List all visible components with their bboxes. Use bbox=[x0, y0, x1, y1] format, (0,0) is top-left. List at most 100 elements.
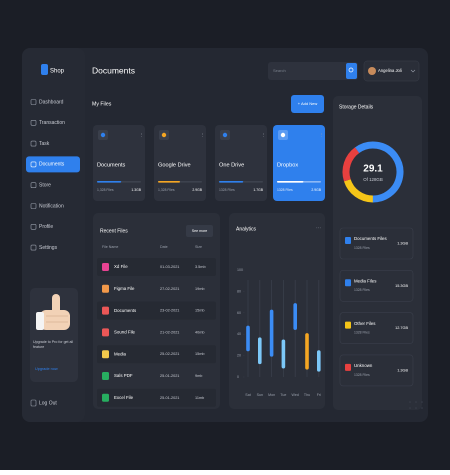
nav-icon bbox=[30, 99, 37, 105]
y-tick-label: 20 bbox=[237, 354, 241, 358]
x-tick-label: Sat bbox=[245, 393, 250, 397]
logo-text: Shop bbox=[50, 69, 65, 75]
table-cell: 15mb bbox=[195, 309, 205, 313]
table-cell: Documents bbox=[114, 308, 137, 313]
table-cell: 3.5mb bbox=[195, 265, 206, 269]
nav-item[interactable]: Dashboard bbox=[39, 99, 64, 105]
nav-item[interactable]: Documents bbox=[39, 162, 65, 168]
table-header: Size bbox=[195, 245, 202, 249]
file-card-size: 1.3GB bbox=[131, 188, 141, 192]
bar bbox=[281, 339, 286, 369]
table-header: File Name bbox=[102, 245, 118, 249]
storage-item-files: 1328 Files bbox=[354, 330, 370, 334]
storage-used: 29.1 bbox=[363, 164, 383, 175]
table-cell: Excel File bbox=[114, 395, 134, 400]
upgrade-text-box: Upgrade to Pro for get all feature bbox=[33, 340, 74, 349]
file-card-menu: ⋮ bbox=[319, 132, 324, 138]
bar bbox=[269, 309, 274, 357]
file-type-icon bbox=[102, 350, 109, 359]
storage-item[interactable] bbox=[339, 354, 414, 387]
file-type-icon bbox=[102, 306, 109, 315]
user-caret bbox=[410, 69, 416, 73]
nav-icon bbox=[30, 140, 37, 147]
storage-item-name: Documents Files bbox=[354, 236, 388, 241]
file-card-progress bbox=[97, 181, 122, 183]
nav-item[interactable]: Transaction bbox=[39, 120, 65, 126]
table-cell: 11mb bbox=[195, 396, 204, 400]
user-box[interactable] bbox=[363, 60, 420, 82]
table-cell: 25-01-2021 bbox=[160, 374, 179, 378]
table-cell: Figma File bbox=[114, 286, 135, 291]
file-card-name: Documents bbox=[97, 162, 125, 168]
nav-icon bbox=[30, 244, 37, 251]
logo-icon bbox=[41, 64, 48, 75]
y-tick-label: 0 bbox=[237, 375, 239, 379]
see-more-button[interactable] bbox=[186, 225, 213, 237]
table-cell: 25-02-2021 bbox=[160, 352, 179, 356]
table-cell: 27-02-2021 bbox=[160, 287, 179, 291]
file-card-progress bbox=[158, 181, 180, 183]
search-icon bbox=[348, 67, 354, 73]
section-title: My Files bbox=[92, 101, 112, 107]
table-cell: 19mb bbox=[195, 287, 205, 291]
storage-item-name: Other Files bbox=[354, 321, 376, 326]
x-tick-label: Tue bbox=[280, 393, 286, 397]
add-new-button[interactable] bbox=[291, 95, 324, 113]
x-tick-label: Thu bbox=[304, 393, 310, 397]
storage-item-size: 1.3GB bbox=[397, 368, 408, 372]
file-card-icon-glyph bbox=[280, 132, 286, 138]
nav-item[interactable]: Notification bbox=[39, 203, 64, 209]
file-card-count: 1328 Files bbox=[277, 188, 293, 192]
logout-icon bbox=[30, 399, 37, 407]
storage-item[interactable] bbox=[339, 312, 414, 344]
file-card-icon-glyph bbox=[161, 132, 167, 138]
search-placeholder: Search bbox=[273, 68, 286, 73]
nav-item[interactable]: Task bbox=[39, 141, 50, 147]
nav-icon bbox=[30, 161, 37, 168]
file-type-icon bbox=[102, 328, 109, 337]
file-card-name: Dropbox bbox=[277, 162, 298, 168]
file-card-size: 2.9GB bbox=[311, 188, 321, 192]
storage-item-icon bbox=[345, 363, 351, 371]
table-cell: 23-02-2021 bbox=[160, 309, 179, 313]
file-card-name: One Drive bbox=[219, 162, 244, 168]
storage-item-size: 12.7GB bbox=[395, 326, 408, 330]
file-type-icon bbox=[102, 372, 109, 380]
storage-item[interactable] bbox=[339, 269, 414, 302]
table-row-bg bbox=[97, 301, 216, 320]
file-card-count: 1328 Files bbox=[219, 188, 235, 192]
search-button[interactable] bbox=[346, 63, 357, 79]
upgrade-button[interactable]: Upgrade now bbox=[35, 367, 58, 371]
avatar bbox=[368, 67, 376, 75]
table-cell: Xd File bbox=[114, 264, 128, 269]
storage-item-files: 1328 Files bbox=[354, 288, 370, 292]
nav-icon bbox=[30, 203, 37, 209]
table-cell: 01-03-2021 bbox=[160, 265, 179, 269]
table-cell: Sound File bbox=[114, 330, 136, 335]
storage-item-icon bbox=[345, 279, 351, 287]
analytics-menu[interactable]: ··· bbox=[316, 225, 321, 231]
table-cell: 9mb bbox=[195, 374, 202, 378]
table-header: Date bbox=[160, 245, 168, 249]
storage-item[interactable] bbox=[339, 227, 414, 260]
y-tick-label: 40 bbox=[237, 332, 241, 336]
logout[interactable]: Log Out bbox=[39, 400, 57, 406]
search-box[interactable] bbox=[268, 62, 358, 80]
file-type-icon bbox=[102, 263, 109, 271]
file-card-progress bbox=[277, 181, 304, 183]
storage-item-name: Unknown bbox=[354, 363, 373, 368]
file-type-icon bbox=[102, 284, 109, 293]
file-card-icon-glyph bbox=[222, 132, 228, 138]
storage-title: Storage Details bbox=[339, 104, 374, 110]
upgrade-text: Upgrade to Pro for get all feature bbox=[33, 340, 74, 349]
table-row-bg bbox=[97, 258, 216, 276]
nav-icon bbox=[30, 182, 37, 188]
nav-item[interactable]: Settings bbox=[39, 245, 58, 251]
recent-files-title: Recent Files bbox=[100, 228, 128, 234]
file-card-name: Google Drive bbox=[158, 162, 191, 168]
nav-item[interactable]: Profile bbox=[39, 224, 53, 230]
file-card-menu: ⋮ bbox=[139, 132, 144, 138]
nav-item[interactable]: Store bbox=[39, 183, 51, 189]
analytics-panel bbox=[229, 213, 325, 409]
file-card-count: 1,328 Files bbox=[158, 188, 175, 192]
